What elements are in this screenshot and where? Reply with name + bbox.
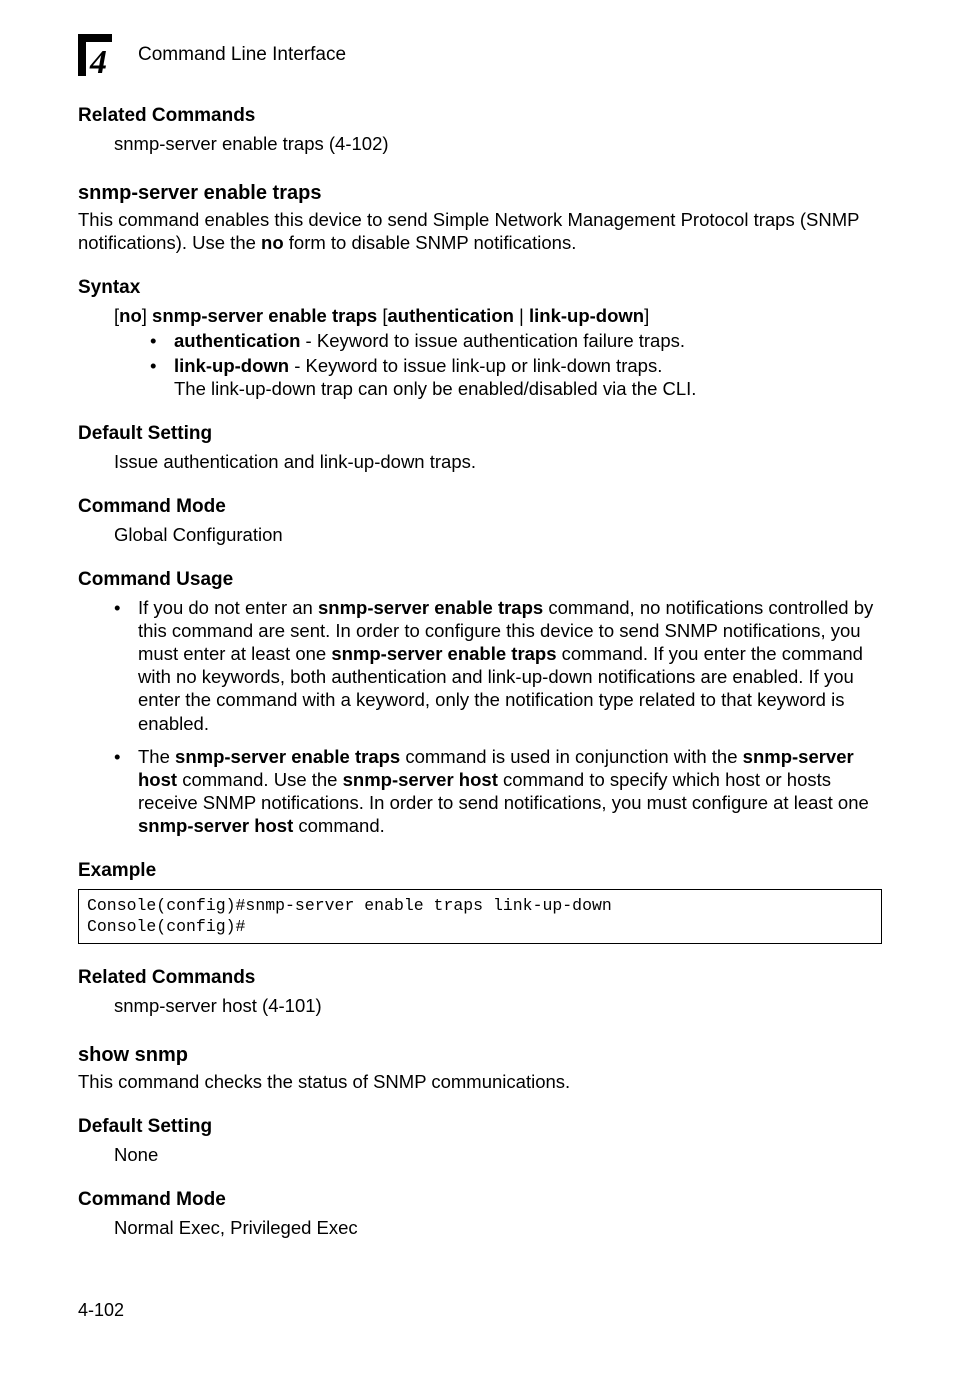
param-note: The link-up-down trap can only be enable… bbox=[174, 377, 882, 400]
default-setting-body: Issue authentication and link-up-down tr… bbox=[114, 450, 882, 473]
param-name: authentication bbox=[174, 330, 300, 351]
heading-default-setting: Default Setting bbox=[78, 422, 882, 446]
param-name: link-up-down bbox=[174, 355, 289, 376]
text: The bbox=[138, 746, 175, 767]
keyword-no: no bbox=[119, 305, 142, 326]
param-desc: - Keyword to issue authentication failur… bbox=[300, 330, 685, 351]
default-setting-body: None bbox=[114, 1143, 882, 1166]
heading-related-commands: Related Commands bbox=[78, 966, 882, 990]
command-usage-list: If you do not enter an snmp-server enabl… bbox=[114, 596, 882, 837]
list-item: link-up-down - Keyword to issue link-up … bbox=[150, 354, 882, 400]
related-commands-line: snmp-server host (4-101) bbox=[114, 994, 882, 1017]
pipe: | bbox=[514, 305, 529, 326]
list-item: The snmp-server enable traps command is … bbox=[114, 745, 882, 838]
page-number: 4-102 bbox=[78, 1299, 882, 1322]
running-head: 4 Command Line Interface bbox=[78, 34, 882, 76]
param-desc: - Keyword to issue link-up or link-down … bbox=[289, 355, 662, 376]
cmd-ref: snmp-server enable traps bbox=[175, 746, 400, 767]
cmd-ref: snmp-server host bbox=[343, 769, 498, 790]
command-mode-body: Global Configuration bbox=[114, 523, 882, 546]
chapter-mark-bar-left bbox=[78, 34, 86, 76]
heading-related-commands: Related Commands bbox=[78, 104, 882, 128]
bracket: ] bbox=[142, 305, 152, 326]
cmd-ref: snmp-server enable traps bbox=[318, 597, 543, 618]
text: command. bbox=[293, 815, 385, 836]
bracket: [ bbox=[377, 305, 387, 326]
related-commands-line: snmp-server enable traps (4-102) bbox=[114, 132, 882, 155]
command-mode-body: Normal Exec, Privileged Exec bbox=[114, 1216, 882, 1239]
chapter-number: 4 bbox=[90, 42, 107, 85]
keyword-authentication: authentication bbox=[388, 305, 514, 326]
text: form to disable SNMP notifications. bbox=[284, 232, 577, 253]
syntax-line: [no] snmp-server enable traps [authentic… bbox=[114, 304, 882, 327]
list-item: If you do not enter an snmp-server enabl… bbox=[114, 596, 882, 735]
running-title: Command Line Interface bbox=[138, 43, 346, 67]
keyword-no: no bbox=[261, 232, 284, 253]
heading-example: Example bbox=[78, 859, 882, 883]
text: command is used in conjunction with the bbox=[400, 746, 742, 767]
heading-command-mode: Command Mode bbox=[78, 495, 882, 519]
cmd-ref: snmp-server host bbox=[138, 815, 293, 836]
cmd-ref: snmp-server enable traps bbox=[331, 643, 556, 664]
example-code-block: Console(config)#snmp-server enable traps… bbox=[78, 889, 882, 944]
chapter-mark: 4 bbox=[78, 34, 124, 76]
syntax-params-list: authentication - Keyword to issue authen… bbox=[150, 329, 882, 400]
text: command. Use the bbox=[177, 769, 343, 790]
heading-command-usage: Command Usage bbox=[78, 568, 882, 592]
heading-syntax: Syntax bbox=[78, 276, 882, 300]
command-description: This command enables this device to send… bbox=[78, 208, 882, 254]
command-heading-snmp-enable-traps: snmp-server enable traps bbox=[78, 181, 882, 206]
heading-command-mode: Command Mode bbox=[78, 1188, 882, 1212]
heading-default-setting: Default Setting bbox=[78, 1115, 882, 1139]
command-heading-show-snmp: show snmp bbox=[78, 1043, 882, 1068]
bracket: ] bbox=[644, 305, 649, 326]
command-name: snmp-server enable traps bbox=[152, 305, 377, 326]
command-description: This command checks the status of SNMP c… bbox=[78, 1070, 882, 1093]
keyword-link-up-down: link-up-down bbox=[529, 305, 644, 326]
list-item: authentication - Keyword to issue authen… bbox=[150, 329, 882, 352]
text: If you do not enter an bbox=[138, 597, 318, 618]
